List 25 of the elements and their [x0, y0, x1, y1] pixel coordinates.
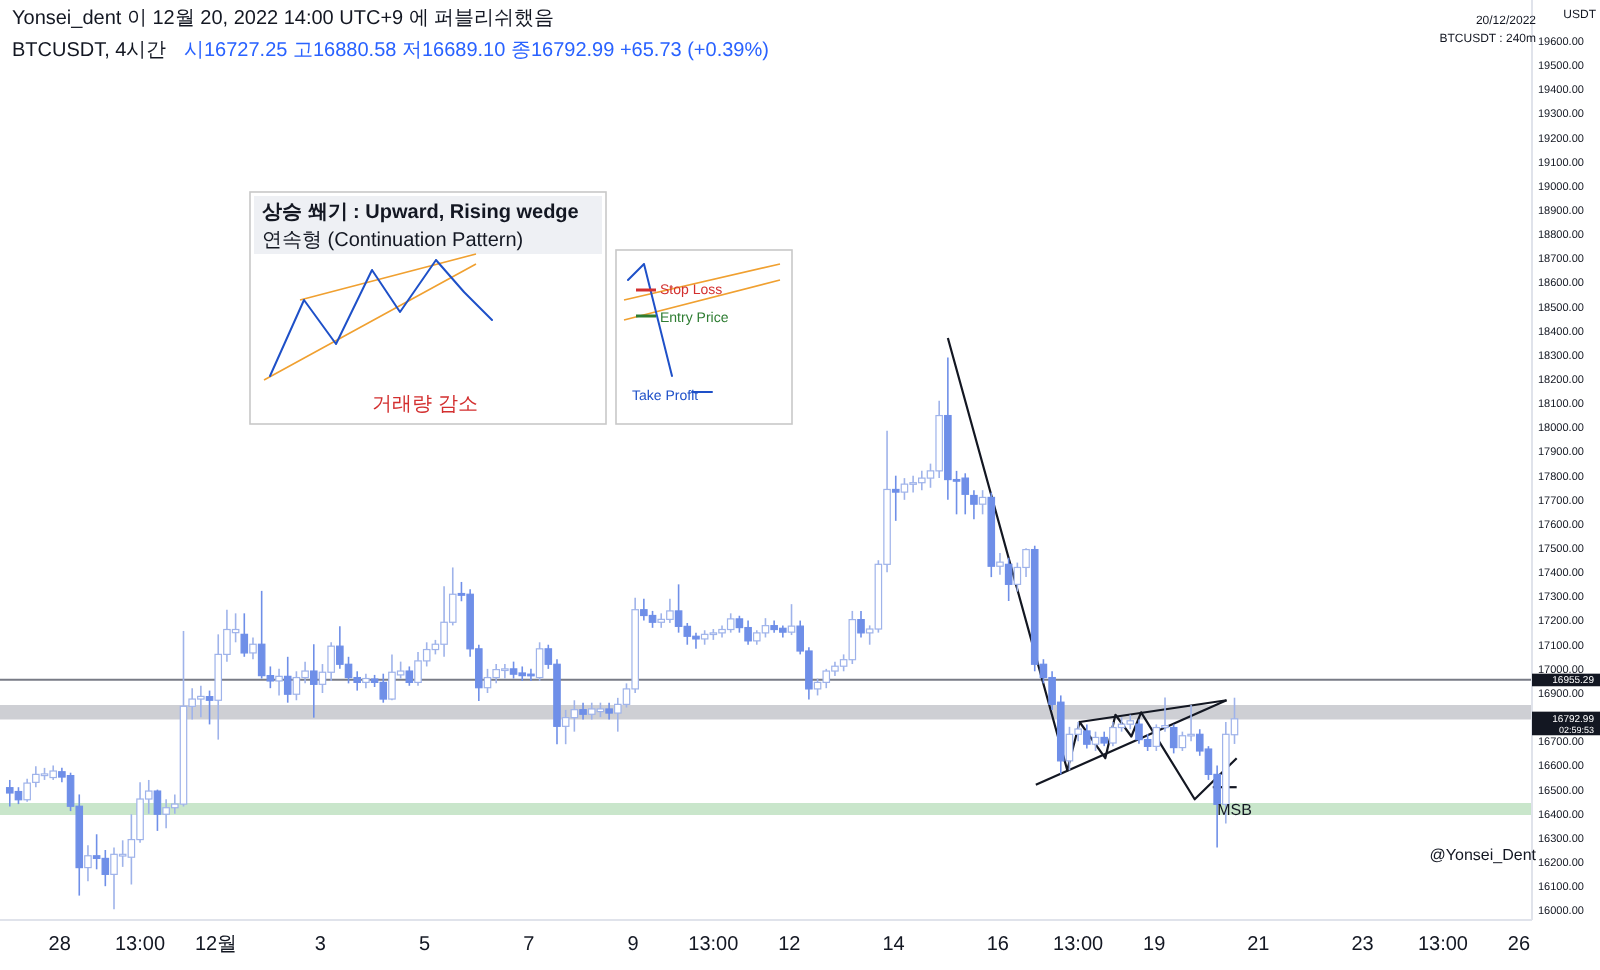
x-tick-label: 16 [986, 934, 1010, 957]
x-tick-label: 13:00 [1053, 934, 1105, 957]
x-tick-label: 14 [882, 934, 906, 957]
text: BTCUSDT, 4시간 [12, 40, 167, 62]
x-tick-label: 13:00 [115, 934, 166, 957]
annotation: 거래량 감소 [372, 394, 478, 416]
annotation: MSB [1217, 800, 1252, 819]
x-tick-label: 12월 [194, 934, 238, 957]
annotation: Yonsei_dent 이 12월 20, 2022 14:00 UTC+9 에 퍼블리쉬했음 [12, 8, 555, 30]
x-tick-label: 26 [1507, 934, 1531, 957]
x-tick-label: 12 [778, 934, 802, 957]
x-tick-label: 5 [418, 934, 431, 957]
x-tick-label: 28 [48, 934, 72, 957]
x-tick-label: 3 [314, 934, 327, 957]
annotation: @Yonsei_Dent [1429, 846, 1538, 864]
x-tick-label: 23 [1351, 934, 1375, 957]
x-tick-label: 19 [1143, 934, 1167, 957]
x-tick-label: 7 [523, 934, 536, 957]
x-tick-label: 13:00 [688, 934, 740, 957]
x-tick-label: 9 [627, 934, 640, 957]
annotation: 연속형 (Continuation Pattern) [262, 230, 524, 252]
annotation: 시16727.25 고16880.58 저16689.10 종16792.99 +65.73 (+0.39%) [184, 40, 769, 62]
x-tick-label: 21 [1247, 934, 1271, 957]
annotation: 상승 쐐기 : Upward, Rising wedge [262, 202, 580, 224]
x-tick-label: 13:00 [1417, 934, 1469, 957]
